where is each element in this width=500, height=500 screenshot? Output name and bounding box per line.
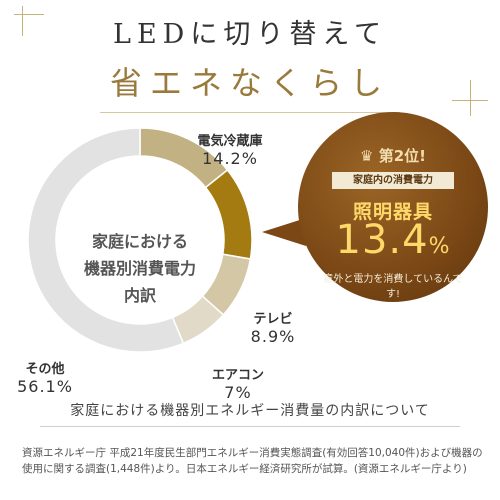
callout-value: 13.4%: [298, 217, 488, 263]
callout-category: 照明器具: [352, 201, 433, 223]
headline-line-2: 省エネなくらし: [109, 64, 390, 102]
donut-chart: [27, 127, 253, 353]
callout-rank-text: 第2位!: [378, 147, 426, 165]
slice-name-aircon: エアコン: [211, 368, 264, 383]
corner-decoration-right-vertical: [470, 80, 471, 116]
slice-value-refrigerator: 14.2%: [202, 149, 258, 168]
slice-value-tv: 8.9%: [250, 327, 296, 346]
slice-label-other: その他 56.1%: [10, 358, 80, 396]
slice-label-refrigerator: 電気冷蔵庫 14.2%: [190, 130, 270, 168]
slice-name-refrigerator: 電気冷蔵庫: [197, 134, 263, 149]
slice-label-aircon: エアコン 7%: [198, 364, 278, 402]
slice-name-other: その他: [25, 362, 65, 377]
slice-value-aircon: 7%: [224, 383, 252, 402]
center-label-line-1: 家庭における: [91, 232, 188, 251]
corner-decoration-top-left-vertical: [22, 6, 23, 36]
chart-center-label: 家庭における 機器別消費電力 内訳: [55, 228, 225, 309]
corner-decoration-top-left: [14, 14, 44, 15]
callout-badge: ♛ 第2位! 家庭内の消費電力 照明器具 13.4% 意外と電力を消費しているん…: [298, 112, 488, 302]
donut-slice-4: [27, 127, 185, 353]
slice-value-other: 56.1%: [17, 377, 73, 396]
center-label-line-2: 機器別消費電力: [83, 259, 196, 278]
source-note: 資源エネルギー庁 平成21年度民生部門エネルギー消費実態調査(有効回答10,04…: [22, 447, 483, 475]
callout-subtitle: 家庭内の消費電力: [332, 172, 454, 189]
slice-label-tv: テレビ 8.9%: [238, 308, 308, 346]
headline-divider: [100, 112, 400, 113]
callout-note: 意外と電力を消費しているんです!: [323, 274, 463, 300]
callout-value-unit: %: [428, 234, 451, 259]
center-label-line-3: 内訳: [123, 286, 156, 305]
crown-icon: ♛: [360, 147, 379, 165]
chart-subtitle: 家庭における機器別エネルギー消費量の内訳について: [40, 400, 460, 427]
headline-line-1: LEDに切り替えて: [113, 19, 387, 50]
callout-rank: ♛ 第2位!: [298, 145, 488, 166]
slice-name-tv: テレビ: [253, 312, 293, 327]
callout-value-number: 13.4: [335, 217, 429, 263]
